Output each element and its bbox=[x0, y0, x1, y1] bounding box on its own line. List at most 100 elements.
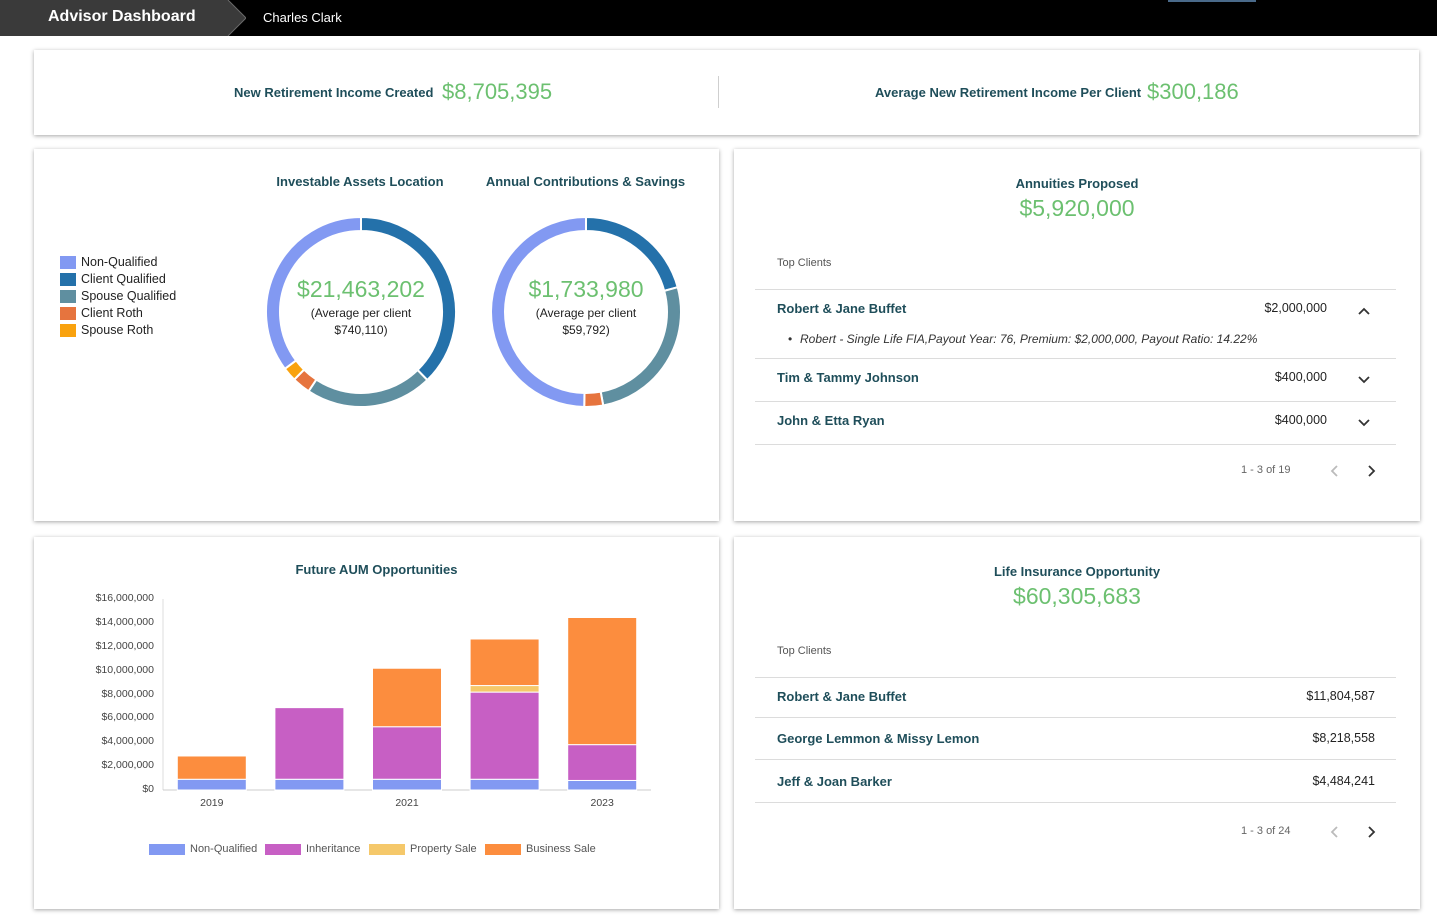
contrib-donut bbox=[490, 215, 682, 409]
bar-business-sale-2022[interactable] bbox=[469, 638, 540, 687]
donut-slice-spouse-qualified[interactable] bbox=[307, 368, 429, 408]
bar-non-qualified-2020[interactable] bbox=[274, 778, 345, 791]
legend-label: Inheritance bbox=[306, 843, 361, 855]
row-divider bbox=[755, 717, 1396, 718]
life-insurance-value: $60,305,683 bbox=[1013, 583, 1141, 609]
top-bar: Advisor Dashboard Charles Clark bbox=[0, 0, 1437, 36]
client-name: Jeff & Joan Barker bbox=[777, 774, 892, 789]
y-tick-label: $12,000,000 bbox=[95, 639, 154, 652]
assets-donut bbox=[265, 215, 457, 408]
legend-label: Spouse Roth bbox=[81, 323, 154, 337]
client-name: Robert & Jane Buffet bbox=[777, 301, 907, 316]
aum-chart bbox=[162, 599, 651, 791]
client-name: John & Etta Ryan bbox=[777, 413, 885, 428]
legend-swatch bbox=[60, 324, 76, 337]
breadcrumb-arrow-shape bbox=[0, 0, 246, 36]
y-tick-label: $0 bbox=[142, 783, 154, 795]
next-page-icon[interactable] bbox=[1364, 464, 1378, 478]
client-amount: $400,000 bbox=[1274, 370, 1327, 384]
donut-slice-non-qualified[interactable] bbox=[490, 215, 587, 409]
avg-income-value: $300,186 bbox=[1147, 79, 1239, 104]
contrib-donut-title: Annual Contributions & Savings bbox=[485, 174, 686, 189]
assets-total: $21,463,202 bbox=[297, 276, 425, 302]
annuities-value: $5,920,000 bbox=[1019, 195, 1135, 221]
legend-swatch bbox=[60, 307, 76, 320]
row-divider bbox=[755, 444, 1396, 445]
y-tick-label: $14,000,000 bbox=[95, 615, 154, 628]
new-income-label: New Retirement Income Created bbox=[234, 85, 434, 100]
bar-non-qualified-2021[interactable] bbox=[372, 778, 442, 791]
life-top-clients-label: Top Clients bbox=[777, 645, 832, 657]
client-amount: $2,000,000 bbox=[1264, 301, 1327, 315]
bar-non-qualified-2022[interactable] bbox=[469, 778, 540, 791]
donut-slice-non-qualified[interactable] bbox=[265, 215, 362, 371]
legend-swatch bbox=[485, 844, 521, 855]
x-tick-label: 2021 bbox=[395, 797, 419, 809]
legend-swatch bbox=[60, 256, 76, 269]
legend-swatch bbox=[265, 844, 301, 855]
assets-donut-title: Investable Assets Location bbox=[276, 174, 444, 189]
contrib-average-line2: $59,792) bbox=[562, 323, 610, 337]
client-amount: $4,484,241 bbox=[1312, 774, 1375, 788]
prev-page-icon[interactable] bbox=[1328, 464, 1342, 478]
new-income-value: $8,705,395 bbox=[442, 79, 553, 104]
chevron-up-icon[interactable] bbox=[1357, 306, 1371, 316]
bar-business-sale-2023[interactable] bbox=[567, 617, 638, 746]
kpi-divider bbox=[718, 76, 719, 108]
breadcrumb-advisor[interactable]: Charles Clark bbox=[263, 10, 342, 25]
legend-swatch bbox=[369, 844, 405, 855]
chevron-down-icon[interactable] bbox=[1357, 375, 1371, 385]
bar-property-sale-2022[interactable] bbox=[469, 685, 540, 693]
row-divider bbox=[755, 401, 1396, 402]
annuity-detail: Robert - Single Life FIA,Payout Year: 76… bbox=[788, 332, 1257, 346]
bar-non-qualified-2019[interactable] bbox=[176, 778, 247, 791]
x-tick-label: 2019 bbox=[200, 797, 224, 809]
breadcrumb-dashboard[interactable]: Advisor Dashboard bbox=[0, 0, 246, 36]
y-tick-label: $6,000,000 bbox=[101, 711, 154, 724]
legend-label: Property Sale bbox=[410, 843, 477, 855]
assets-card: Non-Qualified Client Qualified Spouse Qu… bbox=[34, 149, 719, 521]
donut-slice-client-roth[interactable] bbox=[583, 390, 605, 408]
aum-chart-title: Future AUM Opportunities bbox=[295, 562, 458, 577]
prev-page-icon[interactable] bbox=[1328, 825, 1342, 839]
pagination-label: 1 - 3 of 24 bbox=[1241, 825, 1291, 837]
bar-non-qualified-2023[interactable] bbox=[567, 779, 638, 791]
legend-label: Non-Qualified bbox=[190, 843, 258, 855]
contrib-average: (Average per client $59,792) bbox=[496, 305, 676, 339]
annuities-title: Annuities Proposed bbox=[1015, 176, 1139, 191]
next-page-icon[interactable] bbox=[1364, 825, 1378, 839]
bar-inheritance-2021[interactable] bbox=[372, 726, 442, 780]
annuities-top-clients-label: Top Clients bbox=[777, 257, 832, 269]
contrib-total: $1,733,980 bbox=[528, 276, 644, 302]
row-divider bbox=[755, 677, 1396, 678]
page-title: Advisor Dashboard bbox=[48, 8, 196, 25]
client-amount: $400,000 bbox=[1274, 413, 1327, 427]
annuities-card: Annuities Proposed $5,920,000 Top Client… bbox=[734, 149, 1420, 521]
aum-card: Future AUM Opportunities $0 $2,000,000 $4,… bbox=[34, 537, 719, 909]
legend-label: Non-Qualified bbox=[81, 255, 158, 269]
legend-label: Client Qualified bbox=[81, 272, 166, 286]
life-insurance-title: Life Insurance Opportunity bbox=[993, 564, 1161, 579]
y-tick-label: $8,000,000 bbox=[101, 687, 154, 700]
life-insurance-card: Life Insurance Opportunity $60,305,683 T… bbox=[734, 537, 1420, 909]
bar-business-sale-2021[interactable] bbox=[372, 667, 442, 728]
kpi-card: New Retirement Income Created $8,705,395… bbox=[34, 50, 1419, 135]
chevron-down-icon[interactable] bbox=[1357, 418, 1371, 428]
bar-inheritance-2023[interactable] bbox=[567, 744, 638, 781]
legend-swatch bbox=[149, 844, 185, 855]
row-divider bbox=[755, 358, 1396, 359]
x-tick-label: 2023 bbox=[590, 797, 614, 809]
client-name: Tim & Tammy Johnson bbox=[777, 370, 919, 385]
avg-income-label: Average New Retirement Income Per Client bbox=[875, 85, 1142, 100]
legend-swatch bbox=[60, 290, 76, 303]
legend-label: Business Sale bbox=[526, 843, 596, 855]
y-tick-label: $2,000,000 bbox=[101, 759, 154, 772]
client-name: George Lemmon & Missy Lemon bbox=[777, 731, 980, 746]
assets-average-line1: (Average per client bbox=[310, 306, 412, 320]
contrib-average-line1: (Average per client bbox=[535, 306, 637, 320]
bar-inheritance-2020[interactable] bbox=[274, 707, 345, 780]
bar-inheritance-2022[interactable] bbox=[469, 691, 540, 780]
row-divider bbox=[755, 289, 1396, 290]
assets-average: (Average per client $740,110) bbox=[271, 305, 451, 339]
bar-business-sale-2019[interactable] bbox=[176, 755, 247, 780]
